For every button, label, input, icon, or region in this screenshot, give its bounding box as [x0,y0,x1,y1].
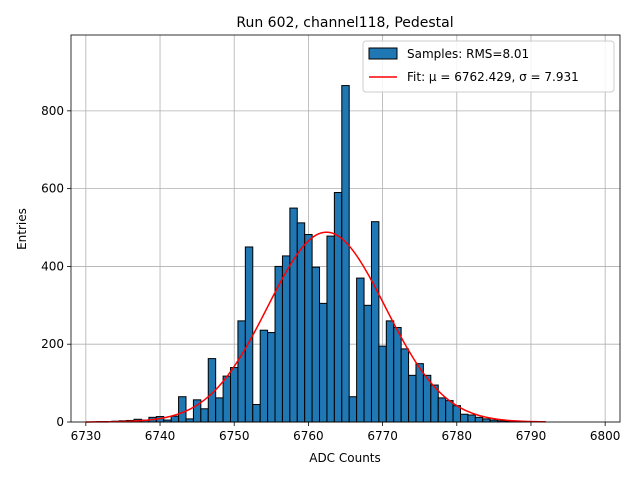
histogram-bar [326,235,335,423]
histogram-bar [467,414,476,423]
histogram-bar [259,329,269,423]
histogram-bar [319,302,328,423]
histogram-bar [333,192,343,423]
chart-title: Run 602, channel118, Pedestal [236,15,453,31]
axis-ticks: 6730 6740 6750 6760 6770 6780 6790 6800 0 200 400 6… [41,104,620,443]
histogram-bar [222,375,232,423]
histogram-bar [370,221,380,423]
histogram-bar [445,400,454,423]
histogram-bar [178,396,187,423]
x-axis-label: ADC Counts [309,451,381,465]
histogram-bar [200,408,209,423]
histogram-bar [230,367,239,423]
y-tick-label: 800 [41,104,64,118]
x-tick-label: 6800 [590,429,621,443]
histogram-bar [356,277,365,423]
histogram-bar [400,348,410,423]
x-tick-label: 6790 [516,429,547,443]
x-tick-label: 6730 [71,429,102,443]
histogram-bar [304,234,313,423]
histogram-bar [459,413,469,423]
y-tick-label: 600 [41,182,64,196]
histogram-bar [267,332,276,423]
y-tick-label: 400 [41,259,64,273]
histogram-bar [363,304,372,423]
histogram-bar [244,246,254,423]
x-tick-label: 6780 [442,429,473,443]
x-tick-label: 6760 [293,429,324,443]
legend-label-fit: Fit: μ = 6762.429, σ = 7.931 [407,70,579,84]
histogram-bar [185,418,194,423]
histogram-bar [408,374,417,423]
legend-box [362,40,615,93]
histogram-bar [385,320,395,423]
gaussian-fit-curve [85,231,546,423]
y-tick-label: 0 [56,415,64,429]
plot-frame [70,34,621,423]
histogram-bar [170,415,180,423]
histogram-bar [289,207,298,423]
histogram-bar [378,345,387,423]
histogram-bar [482,418,491,423]
histogram-bar [237,320,246,423]
histogram-bar [311,266,321,423]
legend-label-histogram: Samples: RMS=8.01 [407,47,529,61]
histogram-bars [96,85,528,423]
y-axis-label: Entries [15,208,29,250]
histogram-bar [474,416,484,423]
histogram-bar [281,255,291,423]
histogram-bar [452,405,461,423]
x-tick-label: 6740 [145,429,176,443]
histogram-bar [252,403,261,423]
x-tick-label: 6750 [219,429,250,443]
y-tick-label: 200 [41,337,64,351]
legend-swatch-histogram [368,47,398,60]
x-tick-label: 6770 [367,429,398,443]
histogram-bar [215,397,224,423]
histogram-bar [341,85,350,423]
histogram-bar [348,396,358,423]
legend: Samples: RMS=8.01 Fit: μ = 6762.429, σ =… [362,40,615,93]
histogram-bar [437,397,447,423]
histogram-bar [393,326,402,423]
